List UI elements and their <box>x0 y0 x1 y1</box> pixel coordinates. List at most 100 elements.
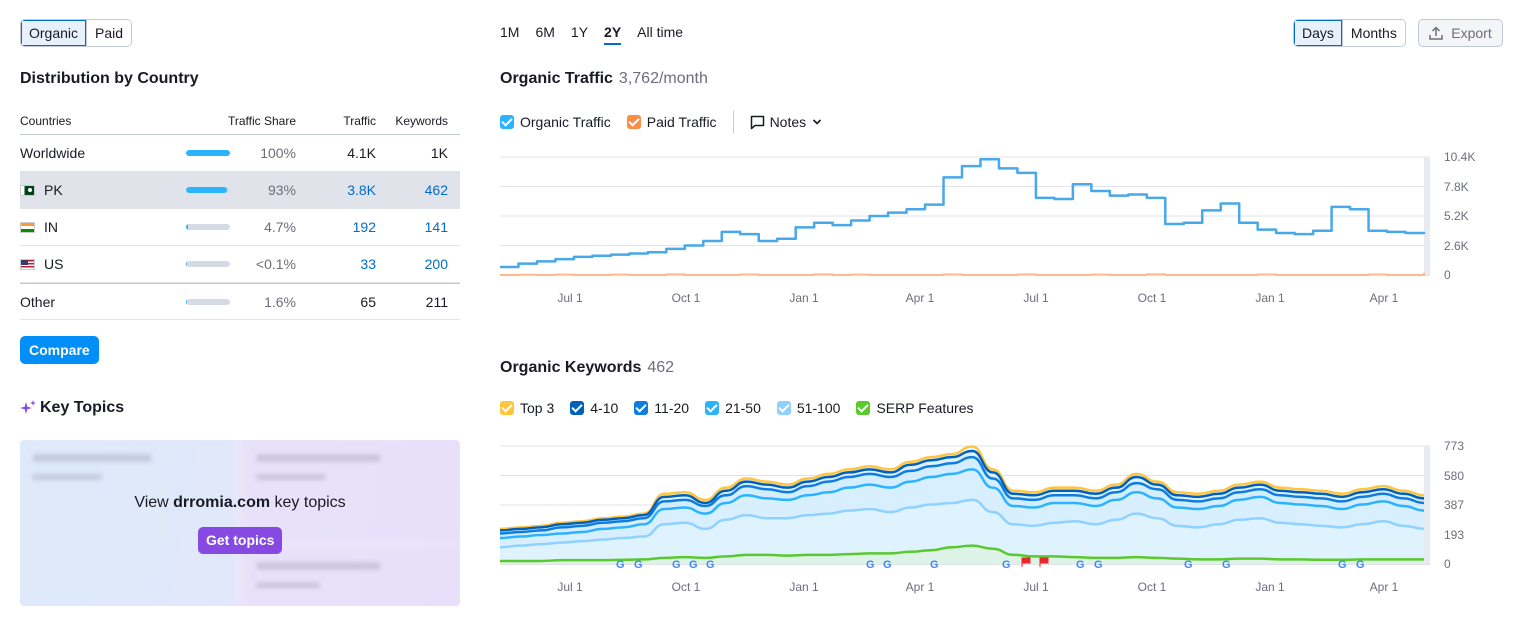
period-all-time[interactable]: All time <box>637 24 684 40</box>
traffic-value: 4.1K <box>347 145 376 161</box>
checkbox-icon <box>776 401 791 415</box>
keywords-value: 211 <box>425 293 448 310</box>
google-update-icon: G <box>616 559 625 571</box>
y-tick-label: 773 <box>1444 439 1465 453</box>
traffic-value: 65 <box>360 293 376 310</box>
google-update-icon: G <box>1094 559 1103 571</box>
share-value: 4.7% <box>264 219 296 235</box>
period-2y[interactable]: 2Y <box>604 24 622 45</box>
line-4-10 <box>499 449 1425 532</box>
google-update-icon: G <box>1184 559 1193 571</box>
organic-traffic-heading: Organic Traffic 3,762/month <box>500 70 708 88</box>
get-topics-button[interactable]: Get topics <box>198 527 283 554</box>
table-row-pk[interactable]: PK 93% 3.8K 462 <box>20 172 460 209</box>
legend-11-20[interactable]: 11-20 <box>634 400 689 416</box>
google-update-icon: G <box>866 559 875 571</box>
line-51-100 <box>499 498 1425 549</box>
traffic-type-toggle: Organic Paid <box>20 19 133 47</box>
checkbox-icon <box>500 115 514 129</box>
granularity-toggle: Days Months <box>1293 19 1406 47</box>
period-1m[interactable]: 1M <box>500 24 520 40</box>
line-21-50 <box>499 468 1425 540</box>
table-row-other[interactable]: Other 1.6% 65 211 <box>20 283 460 320</box>
google-update-icon: G <box>1338 559 1347 571</box>
upload-icon <box>1429 26 1444 40</box>
months-toggle[interactable]: Months <box>1341 20 1405 46</box>
country-name: Other <box>20 293 56 310</box>
y-tick-label: 2.6K <box>1444 238 1469 253</box>
keywords-value: 1K <box>430 145 448 161</box>
distribution-title: Distribution by Country <box>20 70 199 87</box>
share-value: 1.6% <box>264 293 296 310</box>
x-tick-label: Oct 1 <box>671 580 701 594</box>
table-row-worldwide[interactable]: Worldwide 100% 4.1K 1K <box>20 135 460 172</box>
domain-name: drromia.com <box>173 494 271 511</box>
x-tick-label: Jul 1 <box>1023 291 1049 305</box>
legend-serp-features[interactable]: SERP Features <box>856 400 973 416</box>
checkbox-icon <box>634 401 649 415</box>
google-update-icon: G <box>689 559 698 571</box>
compare-button[interactable]: Compare <box>20 336 99 364</box>
in-flag-icon <box>20 221 35 233</box>
y-tick-label: 193 <box>1444 527 1465 542</box>
keywords-link[interactable]: 200 <box>424 256 448 272</box>
notes-dropdown[interactable]: Notes <box>750 114 823 130</box>
checkbox-icon <box>500 401 514 415</box>
legend-51-100[interactable]: 51-100 <box>776 400 840 416</box>
x-tick-label: Jan 1 <box>789 291 819 305</box>
sparkle-icon <box>20 400 36 414</box>
table-row-in[interactable]: IN 4.7% 192 141 <box>20 209 460 246</box>
table-header: Countries Traffic Share Traffic Keywords <box>20 108 460 135</box>
note-flag-icon <box>1021 557 1031 567</box>
country-name: US <box>44 256 64 272</box>
keywords-header[interactable]: Keywords <box>395 114 448 128</box>
period-1y[interactable]: 1Y <box>570 24 589 40</box>
organic-traffic-title: Organic Traffic <box>500 70 613 87</box>
checkbox-icon <box>626 115 641 129</box>
share-header[interactable]: Traffic Share <box>227 114 296 128</box>
google-update-icon: G <box>1356 559 1365 571</box>
organic-toggle[interactable]: Organic <box>21 20 87 46</box>
google-update-icon: G <box>1002 559 1011 571</box>
country-name: PK <box>44 182 63 198</box>
traffic-header[interactable]: Traffic <box>343 114 376 128</box>
traffic-legend: Organic Traffic Paid Traffic Notes <box>500 111 838 133</box>
key-topics-message: View drromia.com key topics <box>134 494 346 511</box>
period-6m[interactable]: 6M <box>535 24 555 40</box>
legend-4-10[interactable]: 4-10 <box>570 400 618 416</box>
checkbox-icon <box>705 401 720 415</box>
share-bar <box>186 298 230 305</box>
days-toggle[interactable]: Days <box>1294 20 1342 46</box>
keywords-legend: Top 3 4-10 11-20 21-50 51-100 SERP Featu… <box>500 400 989 416</box>
traffic-link[interactable]: 192 <box>352 219 376 235</box>
table-row-us[interactable]: US <0.1% 33 200 <box>20 246 460 283</box>
traffic-link[interactable]: 33 <box>360 256 376 272</box>
google-update-icon: G <box>930 559 939 571</box>
paid-toggle[interactable]: Paid <box>86 20 132 46</box>
checkbox-icon <box>570 401 585 415</box>
y-tick-label: 580 <box>1444 468 1465 483</box>
keywords-link[interactable]: 462 <box>424 182 448 198</box>
share-value: 100% <box>260 145 296 161</box>
share-value: <0.1% <box>255 256 296 272</box>
legend-top-3[interactable]: Top 3 <box>500 400 554 416</box>
x-tick-label: Jan 1 <box>789 580 819 594</box>
export-button[interactable]: Export <box>1418 19 1503 47</box>
x-tick-label: Apr 1 <box>1369 291 1399 305</box>
google-update-icon: G <box>672 559 681 571</box>
google-update-icon: G <box>1222 559 1231 571</box>
legend-organic-traffic[interactable]: Organic Traffic <box>500 114 611 130</box>
x-tick-label: Jul 1 <box>557 580 583 594</box>
note-icon <box>750 115 764 129</box>
country-table: Countries Traffic Share Traffic Keywords… <box>20 108 460 320</box>
keywords-link[interactable]: 141 <box>424 219 448 235</box>
line-serp-features <box>500 544 1424 563</box>
traffic-link[interactable]: 3.8K <box>347 182 376 198</box>
organic-traffic-chart[interactable] <box>500 156 1430 277</box>
legend-21-50[interactable]: 21-50 <box>705 400 761 416</box>
google-update-icon: G <box>634 559 643 571</box>
legend-paid-traffic[interactable]: Paid Traffic <box>626 114 717 130</box>
share-bar <box>186 187 230 193</box>
line-11-20 <box>499 455 1425 535</box>
